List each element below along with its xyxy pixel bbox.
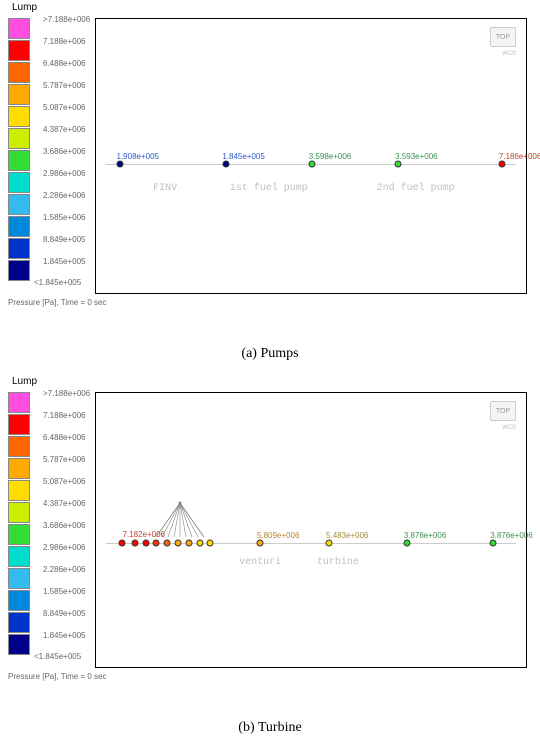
colorbar-segment: 2.286e+006 [8, 568, 30, 589]
data-node [116, 160, 123, 167]
top-view-button[interactable]: TOP [490, 27, 516, 47]
colorbar-tick: <1.845e+005 [34, 652, 56, 661]
colorbar-segment: 1.845e+005 [8, 634, 30, 655]
colorbar-tick: 8.849e+005 [43, 235, 86, 244]
colorbar-b: >7.188e+0067.188e+0066.488e+0065.787e+00… [8, 392, 30, 665]
colorbar-tick: 6.488e+006 [43, 433, 86, 442]
colorbar-segment: 5.087e+006 [8, 106, 30, 127]
colorbar-tick: 7.188e+006 [43, 411, 86, 420]
colorbar-tick: 5.787e+006 [43, 455, 86, 464]
cluster-value-label: 7.182e+006 [123, 530, 166, 539]
node-value-label: 1.845e+005 [222, 152, 265, 161]
colorbar-tick: 1.845e+005 [43, 257, 86, 266]
colorbar-tick: 1.845e+005 [43, 631, 86, 640]
wcs-button[interactable]: WCS [490, 51, 516, 61]
axis-label-b: Pressure [Pa], Time = 0 sec [8, 672, 106, 681]
turbine-panel: Lump >7.188e+0067.188e+0066.488e+0065.78… [0, 374, 540, 714]
colorbar-tick: 3.686e+006 [43, 521, 86, 530]
data-node [131, 540, 138, 547]
colorbar-segment: 5.787e+006 [8, 84, 30, 105]
colorbar-segment: 4.387e+006 [8, 128, 30, 149]
node-value-label: 3.593e+006 [395, 152, 438, 161]
colorbar-tick: 2.986e+006 [43, 543, 86, 552]
data-node [175, 540, 182, 547]
node-value-label: 3.876e+006 [404, 531, 447, 540]
colorbar-title-a: Lump [12, 2, 37, 13]
data-node [395, 160, 402, 167]
colorbar-tick: 2.986e+006 [43, 169, 86, 178]
colorbar-tick: 5.087e+006 [43, 477, 86, 486]
colorbar-tick: 2.286e+006 [43, 565, 86, 574]
colorbar-segment: 1.585e+006 [8, 216, 30, 237]
colorbar-segment: 3.686e+006 [8, 150, 30, 171]
node-value-label: 5.809e+006 [257, 531, 300, 540]
annotation-label: venturi [239, 557, 281, 568]
data-node [404, 540, 411, 547]
annotation-label: 1st fuel pump [230, 183, 308, 194]
colorbar-segment: 6.488e+006 [8, 436, 30, 457]
colorbar-tick: 3.686e+006 [43, 147, 86, 156]
colorbar-segment: 5.087e+006 [8, 480, 30, 501]
plot-area-b: TOP WCS 7.182e+006 5.809e+006 5.483e+006 3.… [95, 392, 527, 668]
colorbar-segment: 3.686e+006 [8, 524, 30, 545]
colorbar-tick: 7.188e+006 [43, 37, 86, 46]
colorbar-segment: 1.585e+006 [8, 590, 30, 611]
node-value-label: 3.876e+006 [490, 531, 533, 540]
colorbar-tick: 5.087e+006 [43, 103, 86, 112]
colorbar-segment: 2.986e+006 [8, 172, 30, 193]
data-node [142, 540, 149, 547]
colorbar-tick: 4.387e+006 [43, 125, 86, 134]
data-node [207, 540, 214, 547]
colorbar-tick: >7.188e+006 [43, 15, 90, 24]
node-value-label: 7.186e+006 [499, 152, 540, 161]
colorbar-segment: 4.387e+006 [8, 502, 30, 523]
top-view-button[interactable]: TOP [490, 401, 516, 421]
data-node [222, 160, 229, 167]
annotation-label: 2nd fuel pump [377, 183, 455, 194]
data-node [118, 540, 125, 547]
node-value-label: 1.908e+005 [117, 152, 160, 161]
data-node [153, 540, 160, 547]
annotation-label: turbine [317, 557, 359, 568]
colorbar-segment: 2.986e+006 [8, 546, 30, 567]
colorbar-tick: 1.585e+006 [43, 213, 86, 222]
axis-label-a: Pressure [Pa], Time = 0 sec [8, 298, 106, 307]
data-node [499, 160, 506, 167]
node-value-label: 5.483e+006 [326, 531, 369, 540]
colorbar-tick: >7.188e+006 [43, 389, 90, 398]
data-node [164, 540, 171, 547]
colorbar-segment: 6.488e+006 [8, 62, 30, 83]
caption-a: (a) Pumps [0, 340, 540, 374]
pumps-panel: Lump >7.188e+0067.188e+0066.488e+0065.78… [0, 0, 540, 340]
colorbar-tick: 5.787e+006 [43, 81, 86, 90]
wcs-button[interactable]: WCS [490, 425, 516, 435]
node-value-label: 3.598e+006 [309, 152, 352, 161]
colorbar-segment: 7.188e+006 [8, 40, 30, 61]
colorbar-segment: 8.849e+005 [8, 238, 30, 259]
data-node [257, 540, 264, 547]
plot-area-a: TOP WCS 1.908e+005 1.845e+005 3.598e+006 3.… [95, 18, 527, 294]
colorbar-tick: <1.845e+005 [34, 278, 56, 287]
colorbar-a: >7.188e+0067.188e+0066.488e+0065.787e+00… [8, 18, 30, 291]
colorbar-segment: 8.849e+005 [8, 612, 30, 633]
colorbar-title-b: Lump [12, 376, 37, 387]
colorbar-tick: 4.387e+006 [43, 499, 86, 508]
colorbar-segment: >7.188e+006 [8, 392, 30, 413]
data-node [185, 540, 192, 547]
data-node [326, 540, 333, 547]
colorbar-segment: 2.286e+006 [8, 194, 30, 215]
colorbar-tick: 1.585e+006 [43, 587, 86, 596]
annotation-label: FINV [153, 183, 177, 194]
colorbar-segment: 7.188e+006 [8, 414, 30, 435]
data-node [309, 160, 316, 167]
colorbar-tick: 2.286e+006 [43, 191, 86, 200]
caption-b: (b) Turbine [0, 714, 540, 748]
colorbar-segment: 5.787e+006 [8, 458, 30, 479]
colorbar-tick: 8.849e+005 [43, 609, 86, 618]
colorbar-tick: 6.488e+006 [43, 59, 86, 68]
data-node [196, 540, 203, 547]
colorbar-segment: >7.188e+006 [8, 18, 30, 39]
colorbar-segment: 1.845e+005 [8, 260, 30, 281]
data-node [490, 540, 497, 547]
